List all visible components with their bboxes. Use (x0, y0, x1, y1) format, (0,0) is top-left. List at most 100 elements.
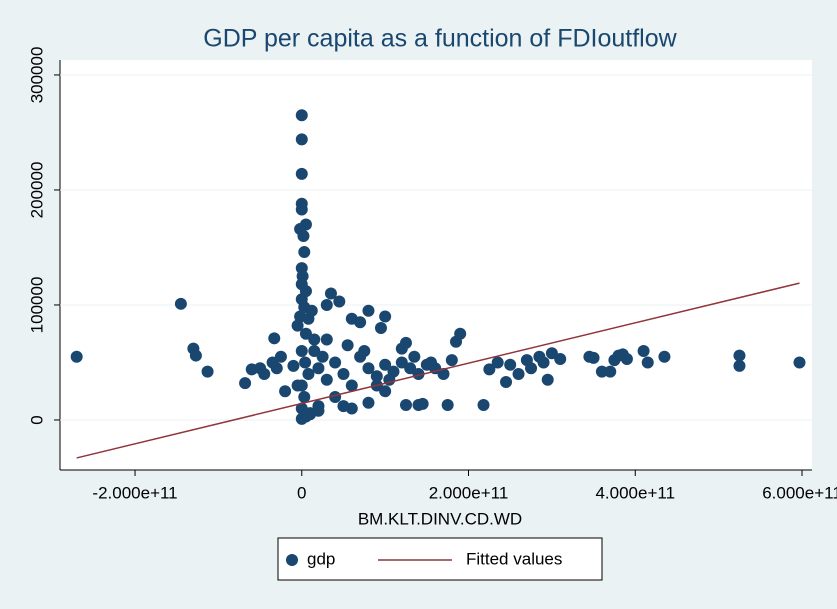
x-tick-label: 4.000e+11 (595, 483, 675, 502)
point (504, 358, 517, 371)
point (295, 109, 308, 122)
point (370, 370, 383, 383)
point (304, 408, 317, 421)
point (399, 336, 412, 349)
point (291, 319, 304, 332)
point (399, 399, 412, 412)
y-tick-label: 300000 (27, 47, 46, 104)
point (298, 246, 311, 259)
point (345, 379, 358, 392)
point (362, 304, 375, 317)
point (201, 365, 214, 378)
point (587, 351, 600, 364)
legend-marker (286, 554, 298, 566)
point (308, 344, 321, 357)
point (595, 365, 608, 378)
point (295, 344, 308, 357)
point (70, 350, 83, 363)
point (287, 359, 300, 372)
x-tick-label: -2.000e+11 (92, 483, 177, 502)
point (604, 365, 617, 378)
point (483, 363, 496, 376)
point (299, 356, 312, 369)
plot-area (60, 60, 812, 470)
x-axis-label: BM.KLT.DINV.CD.WD (358, 509, 522, 528)
y-tick-label: 100000 (27, 277, 46, 334)
point (308, 333, 321, 346)
point (658, 350, 671, 363)
point (189, 349, 202, 362)
point (437, 367, 450, 380)
point (320, 333, 333, 346)
x-tick-label: 6.000e+11 (762, 483, 837, 502)
point (298, 390, 311, 403)
point (305, 304, 318, 317)
point (379, 358, 392, 371)
y-tick-label: 200000 (27, 162, 46, 219)
legend (277, 537, 603, 581)
point (320, 298, 333, 311)
point (258, 367, 271, 380)
point (333, 295, 346, 308)
point (274, 350, 287, 363)
point (329, 356, 342, 369)
point (299, 327, 312, 340)
legend-label: Fitted values (466, 549, 562, 568)
point (733, 359, 746, 372)
point (324, 287, 337, 300)
legend-label: gdp (307, 549, 335, 568)
point (412, 367, 425, 380)
point (270, 362, 283, 375)
point (537, 356, 550, 369)
y-tick-label: 0 (27, 415, 46, 424)
point (416, 397, 429, 410)
point (362, 362, 375, 375)
point (341, 339, 354, 352)
point (354, 316, 367, 329)
point (512, 367, 525, 380)
point (637, 344, 650, 357)
point (379, 310, 392, 323)
point (268, 332, 281, 345)
point (793, 356, 806, 369)
point (316, 350, 329, 363)
point (395, 356, 408, 369)
point (554, 353, 567, 366)
point (477, 399, 490, 412)
point (358, 344, 371, 357)
point (620, 353, 633, 366)
point (320, 373, 333, 386)
point (441, 399, 454, 412)
point (641, 356, 654, 369)
point (295, 133, 308, 146)
point (379, 385, 392, 398)
point (491, 356, 504, 369)
point (337, 367, 350, 380)
point (525, 362, 538, 375)
point (279, 385, 292, 398)
point (295, 203, 308, 216)
point (295, 379, 308, 392)
point (302, 367, 315, 380)
point (362, 396, 375, 409)
point (545, 347, 558, 360)
x-tick-label: 2.000e+11 (429, 483, 509, 502)
point (295, 167, 308, 180)
point (239, 377, 252, 390)
point (404, 362, 417, 375)
point (408, 350, 421, 363)
point (297, 229, 310, 242)
point (312, 362, 325, 375)
chart-title: GDP per capita as a function of FDIoutfl… (203, 25, 677, 53)
point (733, 349, 746, 362)
point (445, 354, 458, 367)
fitted-line (76, 282, 800, 459)
point (500, 376, 513, 389)
point (450, 335, 463, 348)
point (337, 400, 350, 413)
point (374, 321, 387, 334)
point (541, 373, 554, 386)
point (174, 297, 187, 310)
